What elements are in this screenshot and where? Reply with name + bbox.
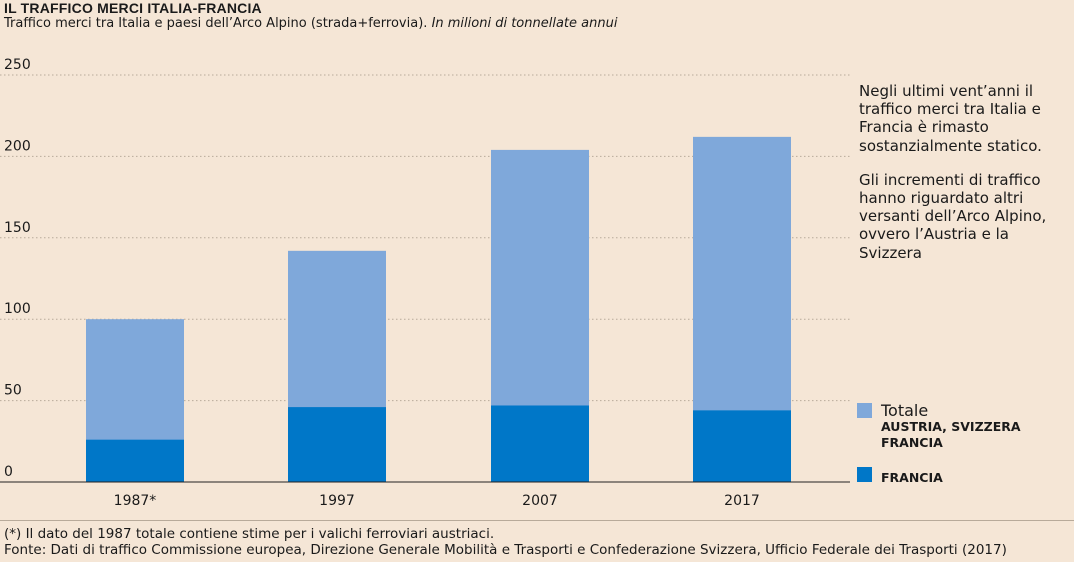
y-tick-label-150: 150 [4, 220, 31, 236]
x-tick-label-2: 2007 [522, 493, 558, 509]
source: Fonte: Dati di traffico Commissione euro… [4, 542, 1007, 558]
y-tick-label-200: 200 [4, 138, 31, 154]
annotation-paragraph-2: Gli incrementi di traffico hanno riguard… [859, 170, 1047, 262]
legend-label-francia: FRANCIA [881, 470, 943, 485]
legend-swatch-totale [857, 403, 872, 418]
legend-totale-text: Totale [881, 401, 929, 420]
bar-chart: 0 50 100 150 200 250 1987* 1997 2007 2017 [0, 57, 850, 509]
annotation-paragraph-1: Negli ultimi vent’anni il traffico merci… [859, 82, 1042, 155]
x-tick-label-3: 2017 [724, 493, 760, 509]
legend-totale-sub: AUSTRIA, SVIZZERA [881, 419, 1021, 434]
bar-francia-2 [491, 405, 589, 482]
y-tick-label-250: 250 [4, 57, 31, 73]
legend-swatch-francia [857, 467, 872, 482]
x-tick-label-0: 1987* [114, 493, 157, 509]
y-tick-label-100: 100 [4, 301, 31, 317]
legend-label-totale: Totale AUSTRIA, SVIZZERA FRANCIA [881, 401, 1021, 451]
subtitle-unit: In milioni di tonnellate annui [431, 16, 618, 31]
footnote: (*) Il dato del 1987 totale contiene sti… [4, 526, 495, 542]
bar-francia-0 [86, 439, 184, 482]
subtitle-text: Traffico merci tra Italia e paesi dell’A… [4, 16, 428, 31]
legend-totale-sub2: FRANCIA [881, 435, 943, 450]
annotation: Negli ultimi vent’anni il traffico merci… [859, 82, 1069, 278]
bar-francia-3 [693, 410, 791, 482]
chart-title: IL TRAFFICO MERCI ITALIA-FRANCIA [4, 0, 262, 16]
footer-divider [0, 520, 1074, 521]
x-tick-label-1: 1997 [319, 493, 355, 509]
y-tick-label-0: 0 [4, 464, 13, 480]
bar-francia-1 [288, 407, 386, 482]
y-tick-label-50: 50 [4, 383, 22, 399]
chart-subtitle: Traffico merci tra Italia e paesi dell’A… [4, 16, 617, 31]
